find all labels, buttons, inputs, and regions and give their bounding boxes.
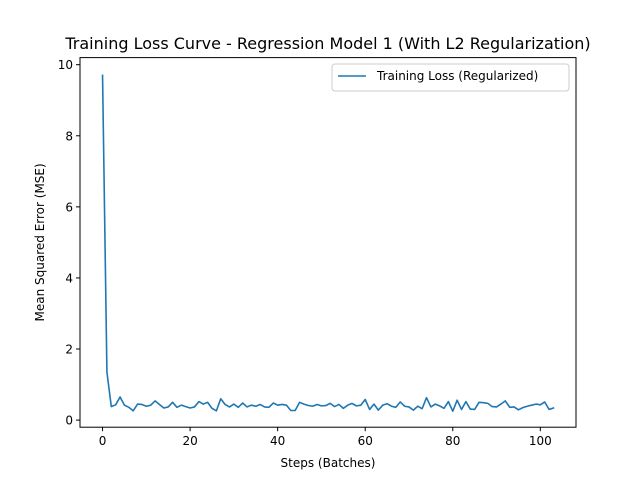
y-tick-label: 4 [65,271,73,285]
y-axis-label: Mean Squared Error (MSE) [33,163,47,321]
y-tick-label: 10 [58,58,73,72]
legend-box [331,63,570,92]
y-tick-label: 0 [65,414,73,428]
x-tick-label: 40 [270,434,285,448]
y-tick-label: 6 [65,200,73,214]
x-tick-label: 20 [182,434,197,448]
y-tick-label: 2 [65,343,73,357]
x-axis-label: Steps (Batches) [281,456,376,470]
chart-title: Training Loss Curve - Regression Model 1… [64,34,590,53]
legend: Training Loss (Regularized) [331,63,570,92]
plot-frame [79,57,577,428]
x-tick-label: 80 [445,434,460,448]
x-tick-label: 60 [358,434,373,448]
x-tick-label: 100 [529,434,552,448]
x-tick-label: 0 [99,434,107,448]
series-layer [101,74,555,413]
series-line-0 [101,74,555,413]
x-axis-ticks: 0 20 40 60 80 100 [99,427,552,448]
y-axis-ticks: 0 2 4 6 8 10 [58,58,80,428]
legend-label-training-loss: Training Loss (Regularized) [376,69,538,83]
y-tick-label: 8 [65,129,73,143]
